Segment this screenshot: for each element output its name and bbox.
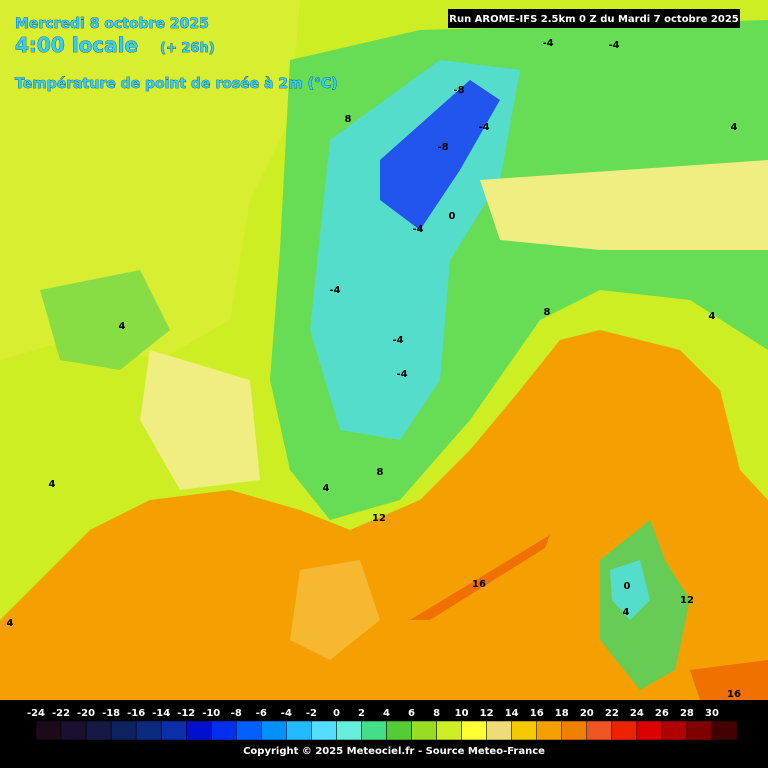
po-valley xyxy=(480,160,768,250)
legend-swatch xyxy=(461,720,487,741)
legend-label: -12 xyxy=(177,708,195,719)
legend-label: 8 xyxy=(433,708,440,719)
land-zone xyxy=(40,270,170,370)
legend-label: 26 xyxy=(655,708,669,719)
contour-label: -4 xyxy=(396,369,407,380)
legend-swatch xyxy=(536,720,563,741)
legend-swatch xyxy=(286,720,312,741)
legend-label: -6 xyxy=(256,708,267,719)
land-zone xyxy=(140,350,260,490)
legend-swatch xyxy=(436,720,462,741)
contour-label: -8 xyxy=(453,85,464,96)
legend-label: -10 xyxy=(202,708,220,719)
legend-label: 0 xyxy=(333,708,340,719)
legend-swatch xyxy=(185,720,212,741)
contour-label: 12 xyxy=(372,513,386,524)
legend-swatch xyxy=(586,720,613,741)
contour-label: 12 xyxy=(680,595,694,606)
contour-label: -4 xyxy=(478,122,489,133)
corsica-cold xyxy=(610,560,650,620)
legend-swatch xyxy=(60,720,87,741)
legend-label: -22 xyxy=(52,708,70,719)
run-info: Run AROME-IFS 2.5km 0 Z du Mardi 7 octob… xyxy=(449,14,739,25)
land-zone xyxy=(0,0,300,360)
legend-swatch xyxy=(135,720,162,741)
sea-zone xyxy=(690,660,768,700)
legend-swatch xyxy=(211,720,237,741)
contour-label: 0 xyxy=(624,581,631,592)
contour-label: 4 xyxy=(323,483,330,494)
legend-label: -14 xyxy=(152,708,170,719)
legend-swatch xyxy=(110,720,137,741)
legend-label: -2 xyxy=(306,708,317,719)
contour-label: -4 xyxy=(542,38,553,49)
legend-label: 20 xyxy=(580,708,594,719)
legend-swatch xyxy=(336,720,362,741)
legend-label: -20 xyxy=(77,708,95,719)
run-box xyxy=(448,9,740,28)
legend-label: -4 xyxy=(281,708,292,719)
contour-label: 0 xyxy=(449,211,456,222)
date: Mercredi 8 octobre 2025 xyxy=(15,16,209,32)
legend-label: 10 xyxy=(455,708,469,719)
legend-swatch xyxy=(160,720,187,741)
contour-label: -4 xyxy=(412,224,423,235)
contour-label: 16 xyxy=(727,689,741,700)
legend-label: -8 xyxy=(231,708,242,719)
legend-label: -24 xyxy=(27,708,45,719)
legend-swatch xyxy=(661,720,688,741)
legend-label: 6 xyxy=(408,708,415,719)
legend-label: 2 xyxy=(358,708,365,719)
contour-label: 4 xyxy=(49,479,56,490)
legend-label: 30 xyxy=(705,708,719,719)
contour-label: -4 xyxy=(392,335,403,346)
sea xyxy=(0,330,768,700)
contour-label: -4 xyxy=(329,285,340,296)
legend-label: 14 xyxy=(505,708,519,719)
sea-zone xyxy=(410,535,550,620)
contour-label: 8 xyxy=(345,114,352,125)
contour-label: 4 xyxy=(119,321,126,332)
time: 4:00 locale xyxy=(15,33,138,57)
contour-label: 16 xyxy=(472,579,486,590)
legend-swatch xyxy=(411,720,437,741)
legend-swatch xyxy=(686,720,713,741)
contour-label: -8 xyxy=(437,142,448,153)
legend-label: -18 xyxy=(102,708,120,719)
parameter: Température de point de rosée à 2m (°C) xyxy=(15,76,338,92)
legend-label: 18 xyxy=(555,708,569,719)
contour-label: 4 xyxy=(7,618,14,629)
contour-label: 4 xyxy=(709,311,716,322)
legend-label: -16 xyxy=(127,708,145,719)
legend-label: 4 xyxy=(383,708,390,719)
contour-label: 4 xyxy=(731,122,738,133)
legend-swatch xyxy=(711,720,738,741)
contour-label: 8 xyxy=(544,307,551,318)
sea-zone xyxy=(290,560,380,660)
legend-swatch xyxy=(261,720,287,741)
legend-label: 12 xyxy=(480,708,494,719)
legend-label: 28 xyxy=(680,708,694,719)
legend-swatch xyxy=(85,720,112,741)
lead-time: (+ 26h) xyxy=(160,41,215,56)
legend-swatch xyxy=(611,720,638,741)
legend-swatch xyxy=(311,720,337,741)
copyright: Copyright © 2025 Meteociel.fr - Source M… xyxy=(243,746,545,757)
legend-swatch xyxy=(486,720,512,741)
legend-label: 24 xyxy=(630,708,644,719)
legend-swatch xyxy=(236,720,262,741)
legend-swatch xyxy=(511,720,537,741)
alps-coldest xyxy=(380,80,500,230)
contour-label: 4 xyxy=(623,607,630,618)
legend-swatch xyxy=(361,720,387,741)
legend-swatch xyxy=(561,720,588,741)
legend-label: 22 xyxy=(605,708,619,719)
legend-swatch xyxy=(386,720,412,741)
legend-swatch xyxy=(35,720,62,741)
legend-swatch xyxy=(636,720,663,741)
legend-label: 16 xyxy=(530,708,544,719)
contour-label: 8 xyxy=(377,467,384,478)
contour-label: -4 xyxy=(608,40,619,51)
